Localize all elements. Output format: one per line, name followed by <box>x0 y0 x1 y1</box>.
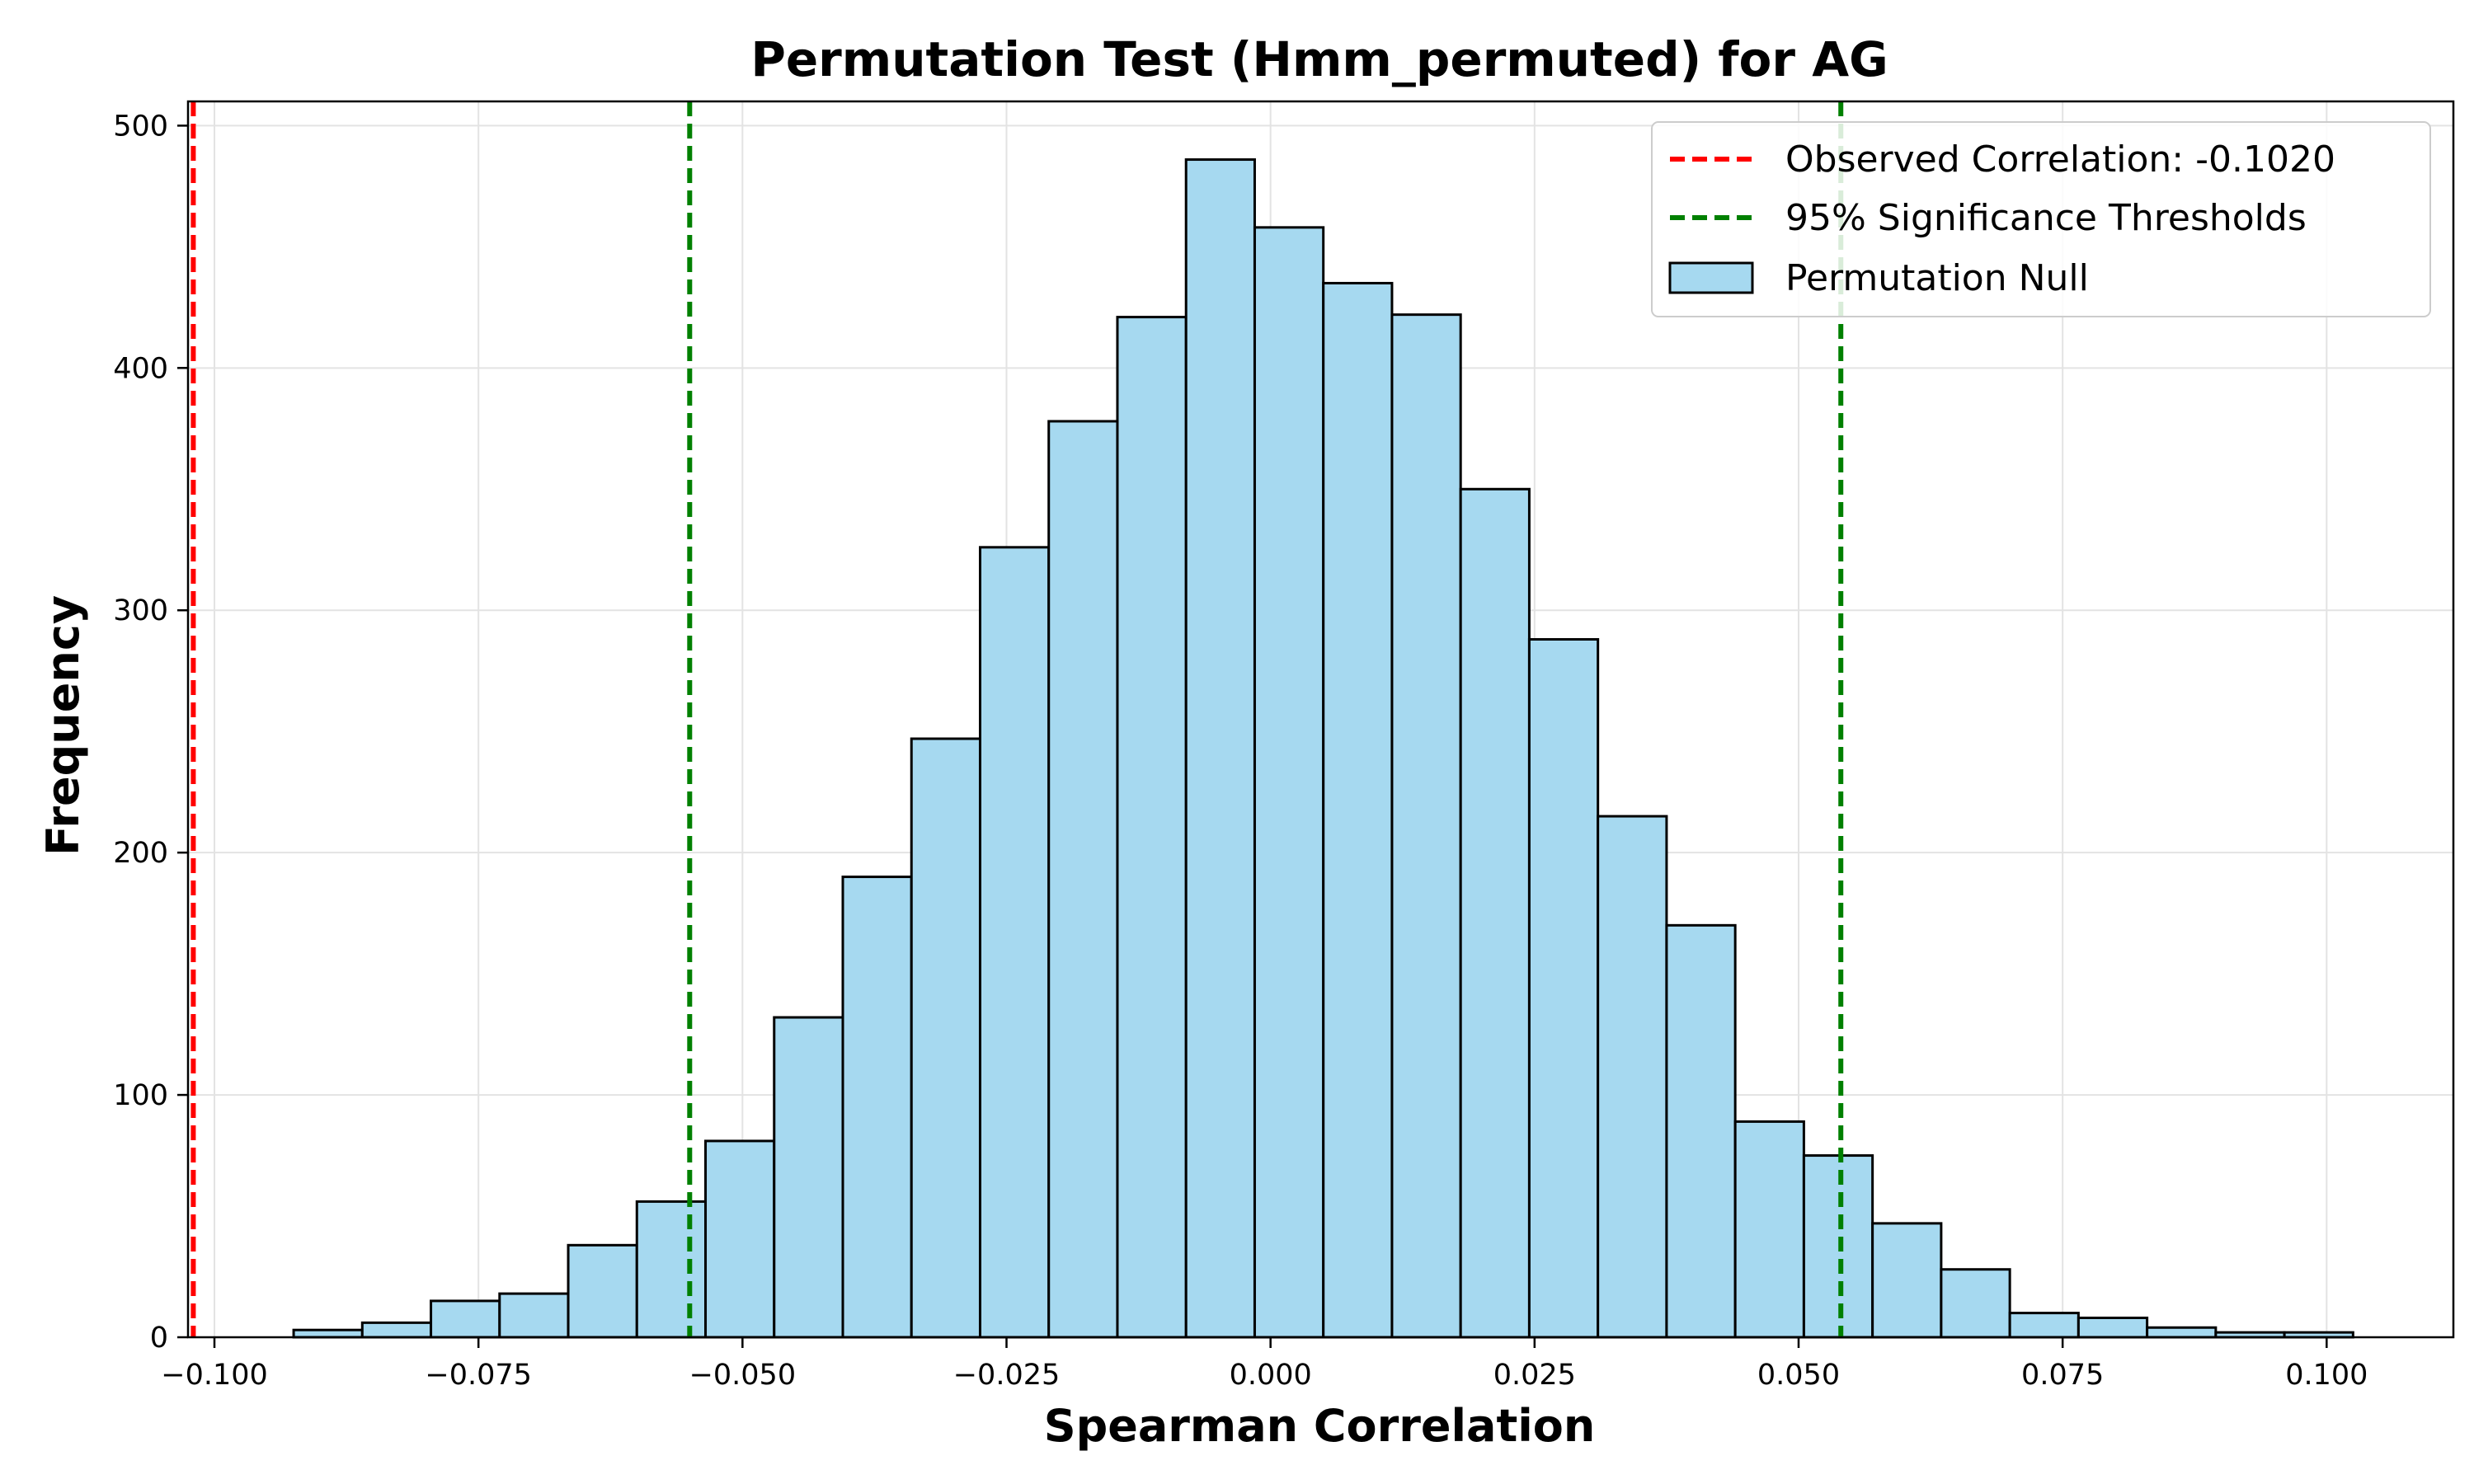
x-tick-label: 0.050 <box>1757 1359 1840 1392</box>
histogram-bar <box>774 1017 843 1337</box>
chart-title: Permutation Test (Hmm_permuted) for AG <box>750 31 1888 87</box>
y-tick-label: 500 <box>113 110 168 143</box>
x-tick-label: −0.100 <box>161 1359 268 1392</box>
histogram-bar <box>1529 640 1597 1337</box>
histogram-bar <box>1735 1121 1804 1337</box>
histogram-bars <box>294 160 2353 1337</box>
histogram-bar <box>911 739 980 1337</box>
histogram-bar <box>1186 160 1254 1337</box>
y-tick-label: 300 <box>113 594 168 627</box>
histogram-bar <box>2147 1327 2216 1337</box>
histogram-bar <box>980 547 1048 1337</box>
histogram-bar <box>362 1322 430 1337</box>
histogram-bar <box>1392 315 1460 1337</box>
histogram-bar <box>1117 317 1186 1337</box>
y-tick-label: 0 <box>150 1322 168 1355</box>
histogram-bar <box>1667 925 1735 1337</box>
histogram-bar <box>500 1294 568 1337</box>
legend-entry-observed-label: Observed Correlation: -0.1020 <box>1785 139 2335 181</box>
y-axis-ticks: 0 100 200 300 400 500 <box>113 110 188 1355</box>
histogram-bar <box>843 877 911 1337</box>
histogram-bar <box>706 1141 774 1337</box>
histogram-bar <box>2078 1317 2147 1337</box>
histogram-bar <box>1460 489 1529 1337</box>
y-tick-label: 200 <box>113 837 168 870</box>
histogram-bar <box>1049 421 1117 1337</box>
x-tick-label: −0.050 <box>689 1359 797 1392</box>
legend-entry-null-swatch <box>1670 263 1752 293</box>
x-tick-label: 0.100 <box>2285 1359 2368 1392</box>
histogram-bar <box>1324 283 1392 1337</box>
x-tick-label: 0.025 <box>1493 1359 1576 1392</box>
legend-entry-thresholds-label: 95% Significance Thresholds <box>1785 197 2307 239</box>
histogram-bar <box>1804 1156 1872 1337</box>
histogram-bar <box>637 1201 705 1337</box>
legend: Observed Correlation: -0.1020 95% Signifi… <box>1652 122 2430 317</box>
y-tick-label: 100 <box>113 1079 168 1112</box>
histogram-bar <box>568 1245 637 1337</box>
histogram-bar <box>1598 816 1667 1337</box>
x-axis-ticks: −0.100 −0.075 −0.050 −0.025 0.000 0.025 0.050 0… <box>161 1337 2368 1392</box>
x-tick-label: −0.075 <box>425 1359 532 1392</box>
x-axis-label: Spearman Correlation <box>1044 1400 1596 1452</box>
x-tick-label: −0.025 <box>953 1359 1061 1392</box>
legend-entry-null-label: Permutation Null <box>1785 257 2089 299</box>
x-tick-label: 0.075 <box>2021 1359 2104 1392</box>
histogram-bar <box>294 1330 362 1337</box>
histogram-bar <box>1873 1223 1941 1337</box>
histogram-bar <box>2010 1313 2078 1337</box>
y-axis-label: Frequency <box>37 595 89 856</box>
histogram-bar <box>1941 1270 2010 1337</box>
histogram-bar <box>1254 228 1323 1337</box>
x-tick-label: 0.000 <box>1230 1359 1312 1392</box>
y-tick-label: 400 <box>113 352 168 385</box>
histogram-bar <box>431 1301 500 1337</box>
